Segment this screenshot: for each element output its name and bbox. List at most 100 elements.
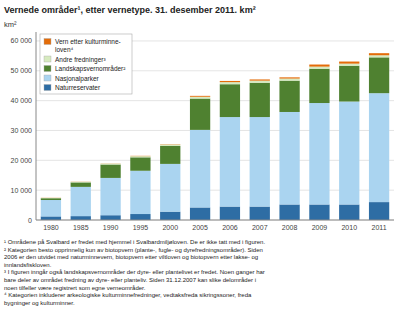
x-tick-label: 2008	[282, 224, 298, 231]
bar-segment	[220, 82, 240, 84]
footnote: innlandsfiskloven.	[4, 262, 52, 268]
bar-segment	[250, 83, 270, 117]
bar-segment	[41, 197, 61, 198]
chart: Vernede områder¹, etter vernetype. 31. d…	[0, 0, 400, 320]
bar-segment	[250, 79, 270, 80]
bar-segment	[190, 95, 210, 97]
bar-segment	[250, 117, 270, 207]
bar-segment	[309, 69, 329, 103]
bar-segment	[41, 216, 61, 220]
bar-segment	[190, 97, 210, 99]
y-tick-label: 50 000	[11, 67, 33, 74]
bar-segment	[279, 204, 299, 220]
bar-segment	[279, 81, 299, 112]
bar-segment	[250, 207, 270, 220]
bar-segment	[71, 216, 91, 220]
legend-swatch	[44, 39, 51, 45]
y-tick-label: 10 000	[11, 187, 33, 194]
legend-label: Landskapsvernområder²	[55, 65, 126, 73]
bar-segment	[369, 202, 389, 220]
x-tick-label: 1985	[73, 224, 89, 231]
bar-segment	[130, 214, 150, 220]
legend-swatch	[44, 66, 51, 72]
bar-segment	[41, 198, 61, 200]
bar-segment	[309, 204, 329, 220]
bars	[41, 53, 389, 220]
bar-segment	[220, 207, 240, 220]
bar-segment	[369, 57, 389, 93]
bar-segment	[130, 156, 150, 157]
bar-segment	[309, 67, 329, 69]
bar-segment	[309, 103, 329, 204]
footnote: ³ I figuren inngår også landskapsvernomr…	[4, 269, 265, 275]
x-tick-label: 1995	[133, 224, 149, 231]
footnotes: ¹ Områdene på Svalbard er fredet med hje…	[4, 239, 265, 306]
x-tick-label: 2006	[222, 224, 238, 231]
legend-label-line: Landskapsvernområder²	[55, 65, 126, 73]
footnote: ⁴ Kategorien inkluderer arkeologiske kul…	[4, 292, 252, 298]
x-tick-label: 2009	[312, 224, 328, 231]
y-axis-line	[36, 32, 37, 220]
footnote: ¹ Områdene på Svalbard er fredet med hje…	[4, 239, 265, 245]
bar-segment	[339, 64, 359, 66]
bar-segment	[71, 187, 91, 216]
bar-segment	[160, 212, 180, 220]
bar-segment	[279, 77, 299, 78]
bar-segment	[130, 155, 150, 156]
bar-segment	[160, 144, 180, 145]
bar-segment	[190, 207, 210, 220]
legend-swatch	[44, 56, 51, 62]
y-tick-label: 20 000	[11, 157, 33, 164]
bar-segment	[309, 65, 329, 67]
bar-segment	[339, 102, 359, 205]
legend-label-line: Nasjonalparker	[55, 75, 100, 83]
x-tick-label: 2000	[162, 224, 178, 231]
bar-segment	[250, 81, 270, 83]
bar-segment	[160, 164, 180, 212]
legend-label-line: Vern etter kulturminne-	[55, 38, 121, 45]
bar-segment	[100, 164, 120, 177]
title: Vernede områder¹, etter vernetype. 31. d…	[4, 5, 256, 15]
bar-segment	[190, 130, 210, 208]
x-tick-label: 2007	[252, 224, 268, 231]
y-axis-label: km²	[4, 20, 17, 29]
y-grid	[36, 41, 394, 220]
bar-segment	[339, 204, 359, 220]
legend-label-line: Andre fredninger³	[55, 56, 106, 64]
y-tick-label: 0	[28, 217, 32, 224]
x-tick-label: 1990	[103, 224, 119, 231]
footnote: ² Kategorien besto opprinnelig kun av bi…	[4, 247, 263, 253]
legend-swatch	[44, 75, 51, 81]
bar-segment	[41, 200, 61, 216]
legend-label: Naturreservater	[55, 84, 101, 91]
grid-line	[36, 220, 394, 221]
legend-label-line: loven⁴	[55, 46, 74, 53]
legend-box	[40, 34, 132, 94]
bar-segment	[339, 62, 359, 64]
x-axis-line	[36, 220, 394, 221]
bar-segment	[279, 79, 299, 81]
x-tick-label: 2010	[341, 224, 357, 231]
legend-label: Vern etter kulturminne-loven⁴	[55, 38, 121, 53]
y-tick-label: 30 000	[11, 127, 33, 134]
y-tick-label: 60 000	[11, 37, 33, 44]
x-tick-label: 1980	[43, 224, 59, 231]
legend-label: Andre fredninger³	[55, 56, 106, 64]
bar-segment	[41, 197, 61, 198]
legend: Vern etter kulturminne-loven⁴ Andre fredn…	[40, 34, 132, 94]
footnote: bygninger og kulturminner.	[4, 300, 75, 306]
bar-segment	[369, 53, 389, 55]
bar-segment	[220, 117, 240, 207]
bar-segment	[190, 99, 210, 130]
bar-segment	[220, 84, 240, 117]
legend-label-line: Naturreservater	[55, 84, 101, 91]
bar-segment	[100, 215, 120, 220]
bar-segment	[279, 112, 299, 205]
bar-segment	[100, 163, 120, 164]
bar-segment	[160, 146, 180, 164]
bar-segment	[100, 178, 120, 215]
x-tick-label: 2011	[372, 224, 387, 231]
legend-label: Nasjonalparker	[55, 75, 100, 83]
bar-segment	[71, 181, 91, 182]
bar-segment	[220, 81, 240, 82]
